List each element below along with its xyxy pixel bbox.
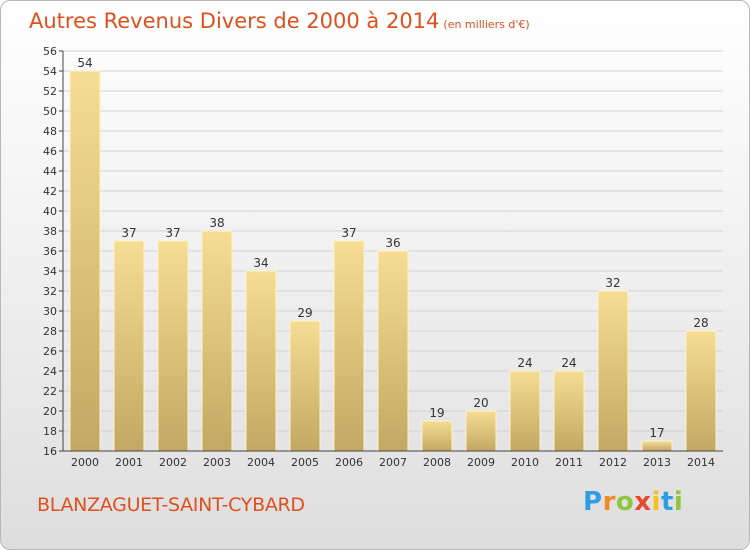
y-tick-label: 54 xyxy=(43,65,57,78)
bar xyxy=(289,320,321,452)
logo-letter: t xyxy=(660,487,674,517)
y-tick-label: 42 xyxy=(43,185,57,198)
logo-letter: P xyxy=(583,487,603,517)
y-tick-label: 20 xyxy=(43,405,57,418)
x-tick-label: 2009 xyxy=(467,456,495,469)
axes: 16 18 20 22 24 26 28 30 32 34 36 38 40 42 44 46 48 50 52 54… xyxy=(43,45,723,469)
chart-title-text: Autres Revenus Divers de 2000 à 2014 xyxy=(29,9,440,33)
bar xyxy=(201,230,233,452)
bars xyxy=(69,70,717,452)
data-label: 32 xyxy=(605,276,620,290)
commune-name: BLANZAGUET-SAINT-CYBARD xyxy=(37,494,305,516)
x-tick-label: 2006 xyxy=(335,456,363,469)
y-tick-label: 38 xyxy=(43,225,57,238)
y-tick-label: 36 xyxy=(43,245,57,258)
x-tick-label: 2013 xyxy=(643,456,671,469)
data-label: 37 xyxy=(121,226,136,240)
proxiti-logo: Proxiti xyxy=(583,487,683,517)
y-tick-label: 46 xyxy=(43,145,57,158)
data-label: 34 xyxy=(253,256,268,270)
data-labels: 54 37 37 38 34 29 37 36 19 20 24 24 32 17 28 xyxy=(77,56,708,440)
bar xyxy=(113,240,145,452)
y-tick-label: 32 xyxy=(43,285,57,298)
chart-unit-note: (en milliers d'€) xyxy=(443,18,530,31)
y-tick-label: 18 xyxy=(43,425,57,438)
data-label: 37 xyxy=(341,226,356,240)
data-label: 20 xyxy=(473,396,488,410)
y-tick-label: 22 xyxy=(43,385,57,398)
x-tick-label: 2007 xyxy=(379,456,407,469)
x-tick-label: 2008 xyxy=(423,456,451,469)
bar xyxy=(597,290,629,452)
data-label: 17 xyxy=(649,426,664,440)
y-tick-label: 40 xyxy=(43,205,57,218)
y-tick-label: 16 xyxy=(43,445,57,458)
chart-title: Autres Revenus Divers de 2000 à 2014 (en … xyxy=(29,9,530,33)
y-tick-label: 56 xyxy=(43,45,57,58)
data-label: 54 xyxy=(77,56,92,70)
x-tick-label: 2000 xyxy=(71,456,99,469)
data-label: 24 xyxy=(517,356,532,370)
x-tick-label: 2011 xyxy=(555,456,583,469)
x-tick-label: 2014 xyxy=(687,456,715,469)
data-label: 37 xyxy=(165,226,180,240)
y-tick-label: 50 xyxy=(43,105,57,118)
y-tick-label: 28 xyxy=(43,325,57,338)
data-label: 24 xyxy=(561,356,576,370)
logo-letter: o xyxy=(615,487,635,517)
bar xyxy=(245,270,277,452)
x-tick-label: 2003 xyxy=(203,456,231,469)
logo-letter: i xyxy=(651,487,661,517)
data-label: 28 xyxy=(693,316,708,330)
data-label: 36 xyxy=(385,236,400,250)
data-label: 29 xyxy=(297,306,312,320)
bar xyxy=(509,370,541,452)
y-tick-label: 52 xyxy=(43,85,57,98)
x-tick-label: 2004 xyxy=(247,456,275,469)
x-tick-label: 2002 xyxy=(159,456,187,469)
x-tick-label: 2010 xyxy=(511,456,539,469)
y-tick-label: 44 xyxy=(43,165,57,178)
bar xyxy=(641,440,673,452)
bar xyxy=(553,370,585,452)
y-tick-label: 24 xyxy=(43,365,57,378)
bar xyxy=(685,330,717,452)
bar xyxy=(377,250,409,452)
bar xyxy=(69,70,101,452)
y-tick-label: 30 xyxy=(43,305,57,318)
bar xyxy=(421,420,453,452)
bar xyxy=(465,410,497,452)
y-tick-label: 48 xyxy=(43,125,57,138)
y-tick-label: 26 xyxy=(43,345,57,358)
logo-letter: r xyxy=(602,487,616,517)
data-label: 38 xyxy=(209,216,224,230)
x-tick-label: 2005 xyxy=(291,456,319,469)
x-tick-label: 2012 xyxy=(599,456,627,469)
y-tick-label: 34 xyxy=(43,265,57,278)
bar xyxy=(333,240,365,452)
bar xyxy=(157,240,189,452)
x-tick-label: 2001 xyxy=(115,456,143,469)
logo-letter: x xyxy=(634,487,652,517)
logo-letter: i xyxy=(673,487,684,517)
data-label: 19 xyxy=(429,406,444,420)
